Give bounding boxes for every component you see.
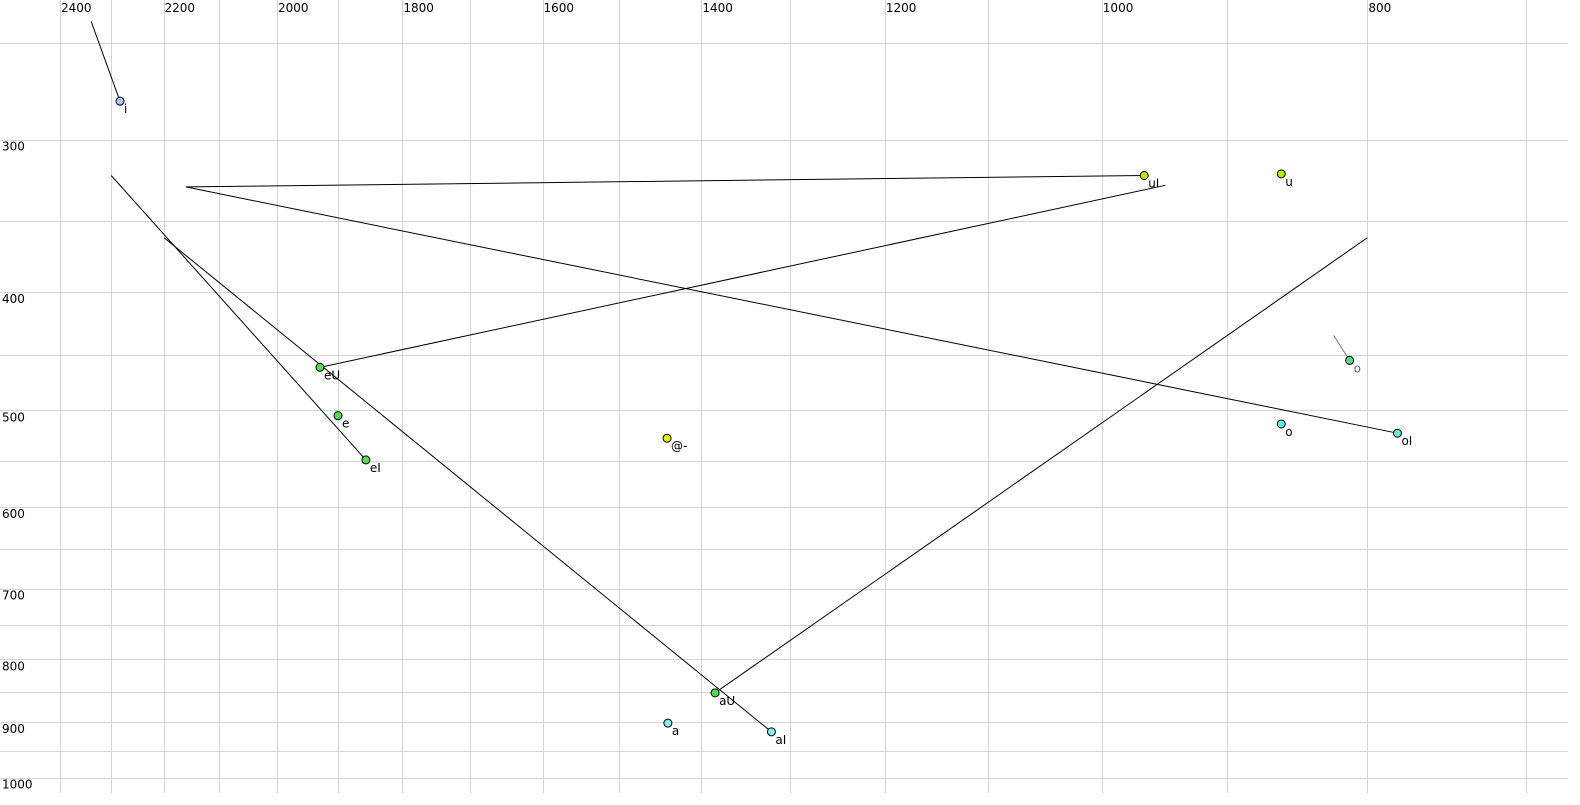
y-tick-label: 700 <box>2 589 25 603</box>
x-tick-label: 1400 <box>702 1 733 15</box>
vowel-marker <box>766 727 776 737</box>
trajectory-line <box>90 21 121 102</box>
vowel-label: o <box>1354 361 1361 375</box>
vowel-label: u <box>1285 175 1293 189</box>
vowel-marker <box>662 433 672 443</box>
vowel-point: i <box>115 96 127 116</box>
vowel-point: o <box>1345 355 1361 375</box>
vowel-label: a <box>672 724 679 738</box>
vowel-marker <box>1276 419 1286 429</box>
x-tick-label: 2000 <box>278 1 309 15</box>
x-tick-label: 2400 <box>61 1 92 15</box>
y-tick-labels: 300 400 500 600 700 800 900 1000 <box>2 140 33 792</box>
x-tick-label: 1600 <box>544 1 575 15</box>
y-tick-label: 400 <box>2 292 25 306</box>
vowel-label: oI <box>1401 434 1412 448</box>
vowel-point: eI <box>361 455 381 475</box>
vowel-marker <box>1392 428 1402 438</box>
y-tick-label: 900 <box>2 722 25 736</box>
vowel-marker <box>1345 355 1355 365</box>
trajectory-line <box>714 237 1368 694</box>
vowel-label: eU <box>324 368 340 382</box>
vowel-point: aI <box>766 727 786 747</box>
x-tick-label: 800 <box>1368 1 1391 15</box>
trajectory-line <box>185 174 1145 188</box>
x-tick-label: 1800 <box>403 1 434 15</box>
trajectory-lines <box>90 21 1398 733</box>
vowel-marker <box>710 688 720 698</box>
vowel-marker <box>315 362 325 372</box>
trajectory-line <box>185 186 1398 434</box>
trajectory-line <box>319 184 1166 368</box>
vowel-point: a <box>663 718 679 738</box>
y-tick-label: 1000 <box>2 778 33 792</box>
x-tick-label: 1000 <box>1103 1 1134 15</box>
vowel-marker <box>1139 170 1149 180</box>
y-tick-label: 800 <box>2 659 25 673</box>
vowel-points: i uI u o o oI eU e eI @- aU a aI <box>115 96 1412 747</box>
vowel-point: oI <box>1392 428 1412 448</box>
vowel-marker <box>663 718 673 728</box>
vowel-point: @- <box>662 433 687 453</box>
y-tick-label: 500 <box>2 410 25 424</box>
vowel-point: uI <box>1139 170 1159 190</box>
vowel-label: uI <box>1148 176 1159 190</box>
vowel-label: aU <box>719 694 735 708</box>
grid <box>0 0 1568 793</box>
vowel-marker <box>361 455 371 465</box>
vowel-label: i <box>124 102 127 116</box>
vowel-point: eU <box>315 362 340 382</box>
vowel-label: eI <box>370 461 381 475</box>
vowel-marker <box>115 96 125 106</box>
x-tick-label: 1200 <box>886 1 917 15</box>
y-tick-label: 600 <box>2 507 25 521</box>
trajectory-line <box>163 237 772 733</box>
vowel-marker <box>333 411 343 421</box>
x-tick-label: 2200 <box>165 1 196 15</box>
x-tick-labels: 2400 2200 2000 1800 1600 1400 1200 1000 800 <box>61 1 1391 15</box>
trajectory-line <box>1333 335 1351 361</box>
vowel-point: aU <box>710 688 735 708</box>
vowel-point: u <box>1276 169 1293 189</box>
vowel-label: aI <box>775 733 786 747</box>
vowel-point: o <box>1276 419 1293 439</box>
vowel-label: e <box>342 417 349 431</box>
vowel-marker <box>1276 169 1286 179</box>
y-tick-label: 300 <box>2 140 25 154</box>
vowel-point: e <box>333 411 349 431</box>
vowel-label: @- <box>671 439 687 453</box>
vowel-label: o <box>1285 425 1292 439</box>
trajectory-line <box>110 175 367 461</box>
